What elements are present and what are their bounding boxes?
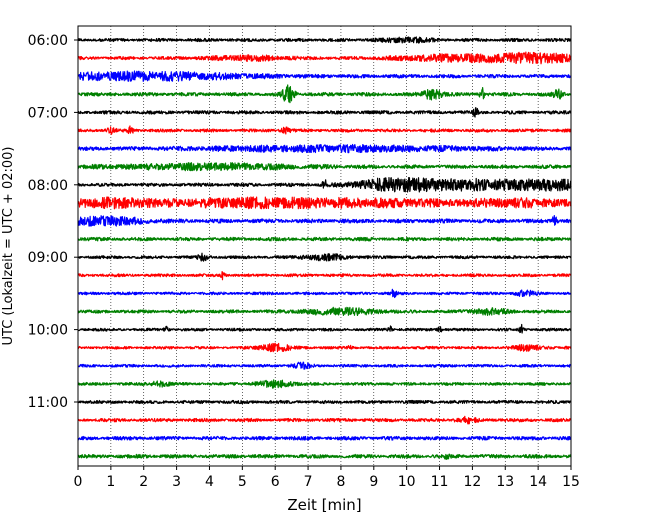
trace-line [77,106,572,118]
x-tick-label: 8 [336,474,345,490]
x-tick-label: 7 [304,474,313,490]
x-tick-label: 1 [106,474,115,490]
y-tick-label: 06:00 [28,33,68,49]
x-tick-label: 6 [271,474,280,490]
x-tick-label: 2 [139,474,148,490]
trace-line [77,342,572,353]
trace-line [77,36,572,44]
trace-line [77,361,572,370]
trace-line [77,214,572,227]
trace-line [77,51,572,65]
trace-line [77,143,572,154]
trace-line [77,453,572,460]
x-tick-label: 0 [74,474,83,490]
x-tick-label: 13 [496,474,514,490]
seismogram-traces [77,36,572,460]
trace-line [77,84,572,104]
y-tick-label: 11:00 [28,395,68,411]
x-axis-ticks: 0 1 2 3 4 5 6 7 8 9 10 11 12 13 14 15 [74,466,580,490]
vertical-grid [110,26,539,466]
x-tick-label: 10 [398,474,416,490]
trace-line [77,177,572,193]
trace-line [77,399,572,405]
trace-line [77,270,572,281]
y-tick-label: 07:00 [28,105,68,121]
trace-line [77,252,572,262]
y-tick-label: 09:00 [28,250,68,266]
x-tick-label: 4 [205,474,214,490]
x-tick-label: 3 [172,474,181,490]
y-tick-label: 10:00 [28,323,68,339]
trace-line [77,288,572,299]
y-tick-label: 08:00 [28,178,68,194]
trace-line [77,415,572,425]
x-tick-label: 14 [529,474,547,490]
trace-line [77,236,572,242]
x-tick-label: 11 [431,474,449,490]
x-tick-label: 12 [463,474,481,490]
y-axis-label: UTC (Lokalzeit = UTC + 02:00) [1,147,16,346]
trace-line [77,323,572,334]
x-tick-label: 9 [369,474,378,490]
trace-line [77,125,572,135]
trace-line [77,435,572,441]
trace-line [77,379,572,389]
y-axis-ticks: 06:00 07:00 08:00 09:00 10:00 11:00 [28,33,78,411]
trace-line [77,70,572,82]
x-tick-label: 15 [562,474,580,490]
trace-line [77,196,572,210]
plot-frame [77,25,572,467]
x-tick-label: 5 [238,474,247,490]
trace-line [77,306,572,317]
x-axis-label: Zeit [min] [287,496,361,514]
trace-line [77,162,572,172]
